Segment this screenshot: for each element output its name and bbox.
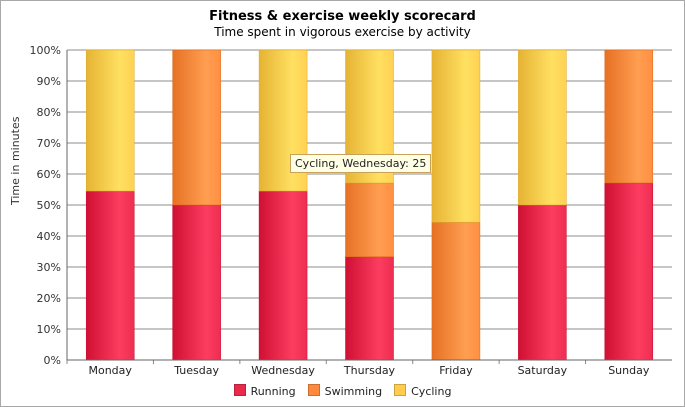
bar-running-monday[interactable] <box>85 190 135 361</box>
bar-cycling-friday[interactable] <box>431 49 481 223</box>
y-tick-label: 10% <box>37 323 61 336</box>
x-tick-label: Monday <box>88 364 132 377</box>
bar-running-sunday[interactable] <box>604 182 654 361</box>
bar-running-tuesday[interactable] <box>172 204 221 361</box>
bar-swimming-thursday[interactable] <box>345 182 394 258</box>
x-tick-label: Wednesday <box>251 364 315 377</box>
bar-swimming-friday[interactable] <box>431 222 481 361</box>
bar-running-saturday[interactable] <box>518 204 567 361</box>
bar-swimming-sunday[interactable] <box>604 49 654 184</box>
y-tick-label: 30% <box>37 261 61 274</box>
y-tick-label: 80% <box>37 106 61 119</box>
legend-item-cycling[interactable]: Cycling <box>394 384 451 398</box>
legend-item-swimming[interactable]: Swimming <box>307 384 383 398</box>
y-tick-label: 40% <box>37 230 61 243</box>
legend-swatch <box>394 384 407 396</box>
y-tick-label: 60% <box>37 168 61 181</box>
x-tick-label: Friday <box>439 364 473 377</box>
x-tick-label: Tuesday <box>173 364 219 377</box>
bar-swimming-tuesday[interactable] <box>172 49 221 206</box>
y-tick-label: 100% <box>30 44 61 57</box>
y-tick-label: 90% <box>37 75 61 88</box>
bar-cycling-saturday[interactable] <box>518 49 567 206</box>
y-tick-label: 50% <box>37 199 61 212</box>
chart-subtitle: Time spent in vigorous exercise by activ… <box>214 25 471 39</box>
bar-running-thursday[interactable] <box>345 256 394 361</box>
y-tick-label: 20% <box>37 292 61 305</box>
chart-tooltip: Cycling, Wednesday: 25 <box>290 154 432 173</box>
legend: Running Swimming Cycling <box>0 384 685 398</box>
y-tick-label: 0% <box>44 354 61 367</box>
legend-swatch <box>307 384 320 396</box>
x-tick-label: Thursday <box>343 364 396 377</box>
chart-title: Fitness & exercise weekly scorecard <box>209 9 476 24</box>
legend-label: Running <box>250 385 296 398</box>
y-tick-label: 70% <box>37 137 61 150</box>
bar-running-wednesday[interactable] <box>258 190 308 361</box>
x-tick-label: Sunday <box>608 364 650 377</box>
legend-swatch <box>233 384 246 396</box>
x-tick-label: Saturday <box>518 364 568 377</box>
bar-cycling-monday[interactable] <box>85 49 135 192</box>
legend-label: Swimming <box>324 385 383 398</box>
legend-item-running[interactable]: Running <box>233 384 296 398</box>
legend-label: Cycling <box>411 385 452 398</box>
